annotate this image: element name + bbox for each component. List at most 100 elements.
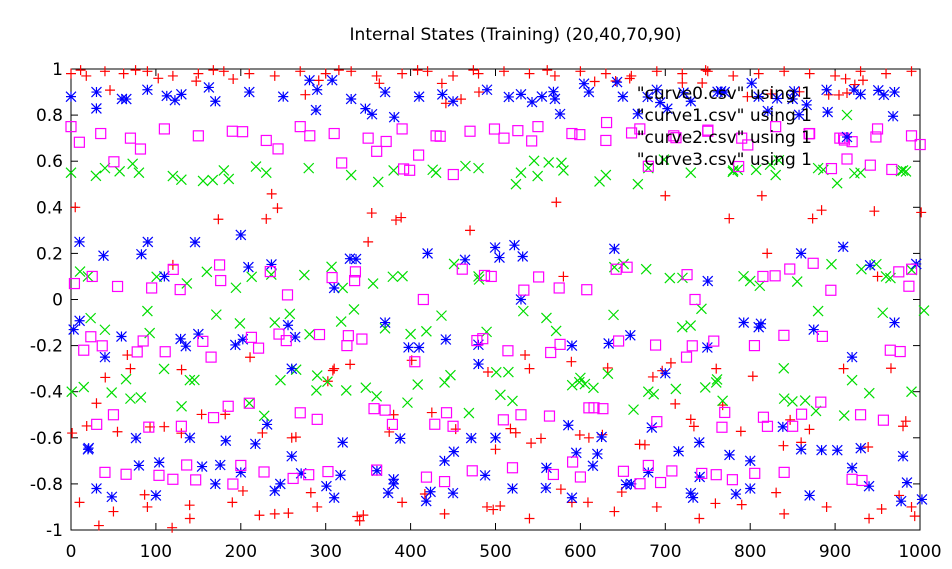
data-point-plus	[647, 371, 658, 382]
data-point-star	[685, 487, 697, 499]
data-point-star	[855, 442, 867, 454]
data-point-star	[413, 342, 425, 353]
data-point-square	[342, 330, 354, 342]
data-point-square	[815, 396, 827, 408]
data-point-square	[68, 277, 81, 290]
data-point-star	[229, 339, 241, 351]
data-point-star	[795, 247, 807, 259]
data-point-cross	[158, 363, 170, 375]
data-point-plus	[125, 363, 136, 374]
data-point-star	[481, 84, 493, 96]
x-tick-label: 400	[394, 542, 426, 562]
data-point-star	[420, 495, 432, 507]
data-point-square	[761, 420, 774, 432]
data-point-plus	[74, 497, 85, 508]
data-point-plus	[122, 350, 133, 361]
data-point-cross	[298, 269, 310, 281]
data-point-plus	[542, 65, 553, 76]
data-point-cross	[304, 328, 315, 340]
data-point-cross	[812, 305, 824, 317]
data-point-cross	[337, 282, 349, 294]
data-point-star	[237, 333, 249, 345]
y-tick-label: 0.4	[36, 198, 63, 218]
data-point-cross	[517, 305, 529, 317]
data-point-plus	[785, 414, 796, 425]
data-point-cross	[258, 410, 270, 422]
data-point-star	[771, 93, 783, 104]
data-point-plus	[208, 65, 219, 76]
data-point-plus	[857, 75, 868, 86]
data-point-square	[143, 421, 155, 433]
data-point-cross	[566, 379, 578, 391]
data-point-square	[190, 474, 202, 486]
data-point-star	[436, 88, 448, 100]
data-point-plus	[736, 499, 747, 510]
series-1	[65, 154, 930, 422]
data-point-star	[235, 466, 247, 478]
y-tick-label: -0.6	[30, 429, 63, 449]
data-point-star	[753, 321, 765, 333]
data-point-plus	[840, 73, 851, 84]
data-point-cross	[754, 280, 766, 292]
data-point-square	[336, 157, 348, 169]
data-point-plus	[885, 363, 896, 374]
data-point-star	[242, 261, 254, 273]
data-point-cross	[717, 395, 729, 407]
data-point-star	[133, 460, 145, 471]
data-point-plus	[872, 271, 883, 282]
legend-swatch	[841, 153, 853, 165]
data-point-cross	[74, 266, 86, 277]
ticks-layer: 0 100 200 300 400 500 600 700 800 900 1000 -1 -0.8 -0…	[30, 60, 942, 562]
data-point-plus	[93, 520, 104, 531]
data-point-star	[897, 450, 909, 462]
data-point-square	[420, 471, 433, 483]
data-point-square	[877, 414, 889, 426]
data-point-square	[120, 468, 132, 480]
data-point-cross	[184, 374, 196, 386]
data-point-plus	[366, 208, 377, 219]
data-point-cross	[439, 377, 450, 388]
data-point-plus	[426, 407, 437, 418]
data-point-square	[642, 160, 654, 172]
data-point-plus	[345, 359, 356, 370]
data-point-star	[620, 479, 632, 490]
data-point-star	[687, 492, 699, 504]
data-point-star	[243, 86, 255, 98]
data-point-star	[578, 78, 590, 90]
data-point-plus	[329, 363, 340, 374]
data-point-star	[150, 490, 162, 501]
data-point-square	[719, 406, 731, 419]
data-point-plus	[624, 73, 635, 84]
data-point-star	[65, 91, 77, 103]
data-point-plus	[688, 421, 699, 432]
data-point-cross	[167, 170, 179, 182]
data-point-square	[736, 132, 748, 144]
data-point-plus	[488, 504, 499, 515]
data-point-cross	[345, 169, 357, 181]
data-point-square	[146, 282, 158, 294]
y-tick-label: -0.4	[30, 383, 63, 403]
data-point-star	[169, 94, 181, 106]
data-point-star	[715, 85, 727, 97]
data-point-plus	[81, 420, 92, 431]
data-point-cross	[246, 271, 258, 283]
data-point-cross	[664, 272, 676, 284]
data-point-square	[854, 409, 867, 421]
data-point-plus	[724, 213, 735, 224]
data-point-plus	[717, 400, 728, 411]
data-point-plus	[549, 70, 560, 81]
data-point-star	[841, 131, 853, 143]
data-point-star	[274, 478, 286, 490]
data-point-cross	[502, 366, 514, 378]
data-point-square	[96, 340, 108, 352]
data-point-square	[894, 345, 906, 358]
data-point-star	[624, 329, 636, 341]
data-point-cross	[515, 167, 527, 179]
data-point-plus	[396, 212, 407, 223]
points-layer	[65, 65, 930, 533]
data-point-plus	[290, 432, 301, 443]
data-point-star	[99, 351, 111, 363]
data-point-square	[597, 403, 609, 415]
data-point-square	[159, 346, 171, 358]
